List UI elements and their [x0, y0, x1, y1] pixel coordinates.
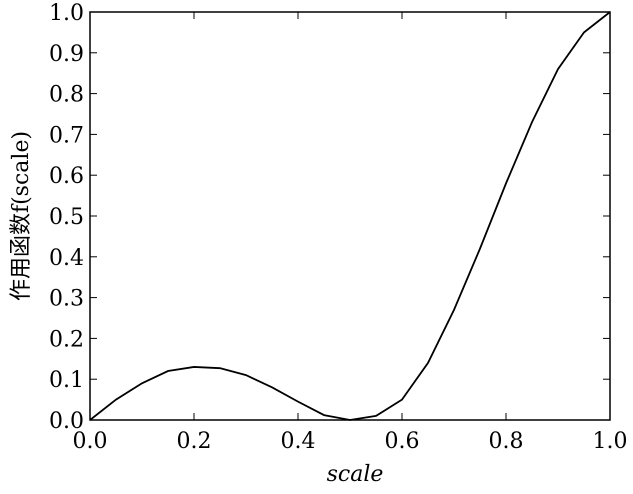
y-tick-label: 0.3: [49, 287, 84, 312]
x-tick-label: 0.2: [177, 429, 212, 454]
x-tick-label: 0.6: [385, 429, 420, 454]
y-tick-label: 0.7: [49, 123, 84, 148]
y-tick-label: 0.9: [49, 42, 84, 67]
line-series: [89, 11, 611, 421]
x-tick-label: 0.8: [489, 429, 524, 454]
y-tick-label: 0.6: [49, 164, 84, 189]
y-axis-label: 作用函数f(scale): [9, 131, 34, 301]
y-tick-label: 0.5: [49, 205, 84, 230]
x-tick-label: 1.0: [593, 429, 628, 454]
y-tick-label: 0.2: [49, 327, 84, 352]
x-axis-label: scale: [327, 462, 384, 487]
y-tick-label: 0.4: [49, 246, 84, 271]
x-tick-label: 0.4: [281, 429, 316, 454]
x-tick-label: 0.0: [73, 429, 108, 454]
y-tick-label: 0.0: [49, 409, 84, 434]
y-tick-label: 0.1: [49, 368, 84, 393]
y-tick-label: 0.8: [49, 83, 84, 108]
y-tick-label: 1.0: [49, 1, 84, 26]
plot-frame: [89, 11, 611, 421]
